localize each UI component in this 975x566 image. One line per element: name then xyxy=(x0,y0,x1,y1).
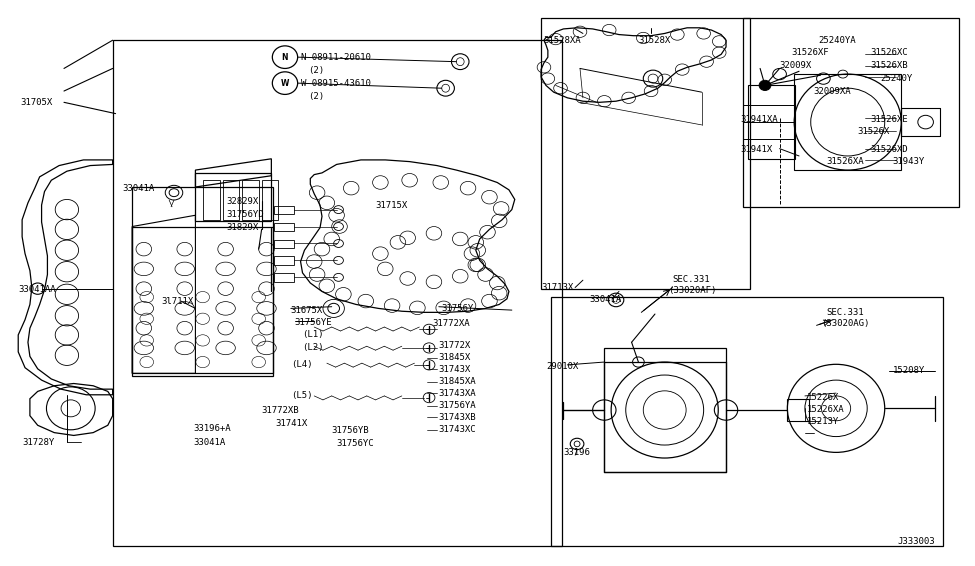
Text: 31741X: 31741X xyxy=(275,418,307,427)
Text: (L2): (L2) xyxy=(302,344,324,353)
Text: 15226X: 15226X xyxy=(807,393,839,401)
Text: W 08915-43610: W 08915-43610 xyxy=(300,79,370,88)
Text: (33020AF): (33020AF) xyxy=(669,286,717,295)
Bar xyxy=(203,180,219,220)
Text: 25240Y: 25240Y xyxy=(879,74,913,83)
Text: 31756YE: 31756YE xyxy=(294,318,332,327)
Bar xyxy=(604,348,726,472)
Text: 33196+A: 33196+A xyxy=(193,424,231,433)
Bar xyxy=(274,256,293,265)
Bar xyxy=(749,85,796,159)
Text: (2): (2) xyxy=(308,66,325,75)
Text: 31526XA: 31526XA xyxy=(827,157,864,166)
Text: 32829X: 32829X xyxy=(226,196,258,205)
Text: 33041A: 33041A xyxy=(123,183,155,192)
Text: 15208Y: 15208Y xyxy=(892,366,924,375)
Text: 31943Y: 31943Y xyxy=(892,157,924,166)
Text: SEC.331: SEC.331 xyxy=(673,275,710,284)
Text: 31526X: 31526X xyxy=(857,127,890,136)
Text: 31845XA: 31845XA xyxy=(439,378,477,387)
Text: 31743XB: 31743XB xyxy=(439,413,477,422)
Text: 31526XF: 31526XF xyxy=(792,48,829,57)
Text: 31713X: 31713X xyxy=(541,283,573,292)
Text: 32009XA: 32009XA xyxy=(814,87,851,96)
Text: 31756YD: 31756YD xyxy=(226,209,264,218)
Text: 31526XB: 31526XB xyxy=(870,61,908,70)
Bar xyxy=(901,108,940,136)
Text: 31772XA: 31772XA xyxy=(432,319,470,328)
Text: (L4): (L4) xyxy=(291,361,312,370)
Bar xyxy=(133,187,273,376)
Text: 31756YC: 31756YC xyxy=(336,439,374,448)
Bar xyxy=(541,18,751,289)
Text: N: N xyxy=(282,53,289,62)
Text: 33196: 33196 xyxy=(564,448,590,457)
Bar xyxy=(274,222,293,231)
Text: 31941XA: 31941XA xyxy=(741,115,778,124)
Bar xyxy=(743,18,958,207)
Text: 31829X: 31829X xyxy=(226,223,258,232)
Bar xyxy=(274,239,293,248)
Text: 31526XD: 31526XD xyxy=(870,145,908,154)
Text: (33020AG): (33020AG) xyxy=(822,319,870,328)
Text: 31715X: 31715X xyxy=(375,200,408,209)
Bar xyxy=(274,205,293,214)
Text: 31675X: 31675X xyxy=(291,306,323,315)
Text: 31772XB: 31772XB xyxy=(261,405,299,414)
Text: 31528XA: 31528XA xyxy=(543,36,581,45)
Text: 31743XA: 31743XA xyxy=(439,389,477,397)
Text: 31941X: 31941X xyxy=(741,145,773,154)
Text: (L1): (L1) xyxy=(302,331,324,340)
Text: 31526XC: 31526XC xyxy=(870,48,908,57)
Text: 31705X: 31705X xyxy=(20,98,53,107)
Text: 31756Y: 31756Y xyxy=(442,304,474,313)
Text: 15226XA: 15226XA xyxy=(807,405,844,414)
Text: 25240YA: 25240YA xyxy=(819,36,856,45)
Text: 31772X: 31772X xyxy=(439,341,471,350)
Ellipse shape xyxy=(760,80,771,91)
Bar xyxy=(133,226,273,374)
Bar xyxy=(195,173,271,221)
Bar xyxy=(113,40,563,546)
Bar xyxy=(788,398,809,421)
Text: 3l711X: 3l711X xyxy=(161,297,194,306)
Text: 31845X: 31845X xyxy=(439,353,471,362)
Bar xyxy=(795,74,901,170)
Text: 31756YB: 31756YB xyxy=(332,426,370,435)
Text: J333003: J333003 xyxy=(898,537,935,546)
Text: 31743X: 31743X xyxy=(439,365,471,374)
Text: SEC.331: SEC.331 xyxy=(827,308,864,317)
Bar xyxy=(261,180,278,220)
Bar xyxy=(242,180,258,220)
Text: (L5): (L5) xyxy=(291,392,312,400)
Text: 33041A: 33041A xyxy=(590,295,622,305)
Bar xyxy=(274,273,293,282)
Bar xyxy=(222,180,239,220)
Text: N 08911-20610: N 08911-20610 xyxy=(300,53,370,62)
Text: 32009X: 32009X xyxy=(780,61,812,70)
Text: 31743XC: 31743XC xyxy=(439,425,477,434)
Bar xyxy=(551,297,943,546)
Text: 31756YA: 31756YA xyxy=(439,401,477,410)
Text: 31526XE: 31526XE xyxy=(870,115,908,124)
Text: (2): (2) xyxy=(308,92,325,101)
Text: W: W xyxy=(281,79,290,88)
Text: 33041AA: 33041AA xyxy=(19,285,56,294)
Text: 29010X: 29010X xyxy=(546,362,578,371)
Text: 31728Y: 31728Y xyxy=(22,438,55,447)
Text: 31528X: 31528X xyxy=(639,36,671,45)
Text: 33041A: 33041A xyxy=(193,438,226,447)
Text: 15213Y: 15213Y xyxy=(807,417,839,426)
